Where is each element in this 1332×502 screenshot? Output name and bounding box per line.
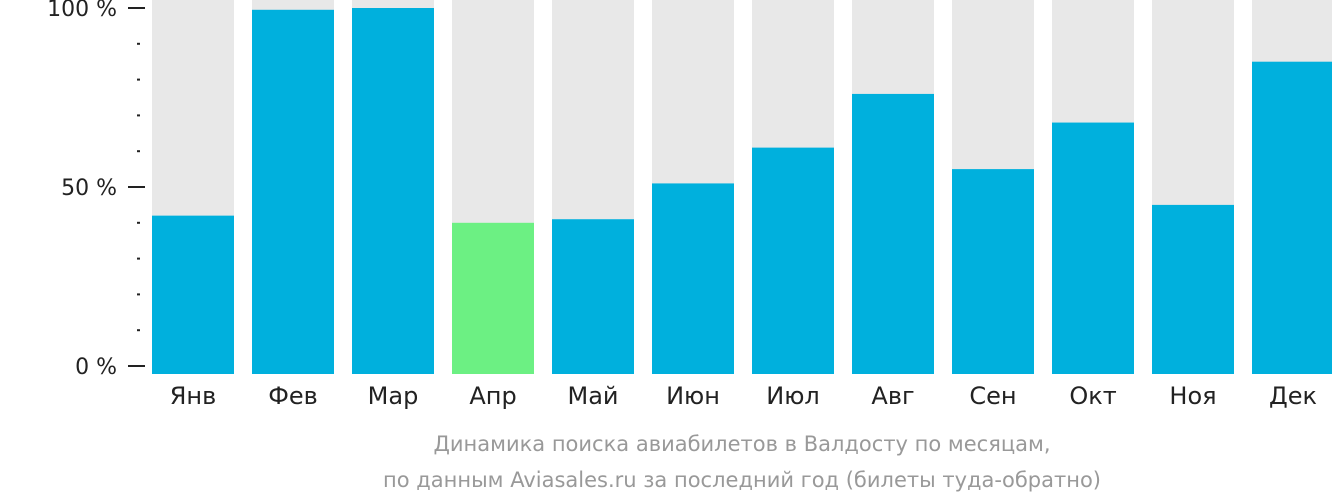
x-tick-label: Фев xyxy=(268,382,318,410)
x-tick-label: Ноя xyxy=(1169,382,1216,410)
x-tick-label: Мар xyxy=(368,382,419,410)
x-tick-label: Июл xyxy=(766,382,820,410)
bar xyxy=(1252,61,1332,374)
bar xyxy=(652,183,734,374)
bar xyxy=(1052,122,1134,374)
bar xyxy=(852,93,934,375)
y-tick-label: 100 % xyxy=(47,0,117,22)
bar xyxy=(252,9,334,374)
y-tick-label: 50 % xyxy=(61,176,117,201)
x-tick-label: Май xyxy=(567,382,618,410)
bar xyxy=(152,215,234,374)
bar xyxy=(1152,204,1234,374)
x-tick-label: Апр xyxy=(469,382,516,410)
x-tick-label: Авг xyxy=(871,382,914,410)
x-tick-label: Янв xyxy=(170,382,217,410)
chart-caption-line: по данным Aviasales.ru за последний год … xyxy=(383,468,1101,492)
y-tick-label: 0 % xyxy=(75,355,117,380)
x-tick-label: Сен xyxy=(969,382,1016,410)
bar xyxy=(452,222,534,374)
bar xyxy=(352,8,434,374)
bar xyxy=(952,169,1034,374)
x-tick-label: Июн xyxy=(666,382,720,410)
chart-caption-line: Динамика поиска авиабилетов в Валдосту п… xyxy=(433,432,1050,456)
bar xyxy=(552,219,634,374)
x-tick-label: Дек xyxy=(1269,382,1317,410)
bar xyxy=(752,147,834,374)
x-tick-label: Окт xyxy=(1069,382,1116,410)
